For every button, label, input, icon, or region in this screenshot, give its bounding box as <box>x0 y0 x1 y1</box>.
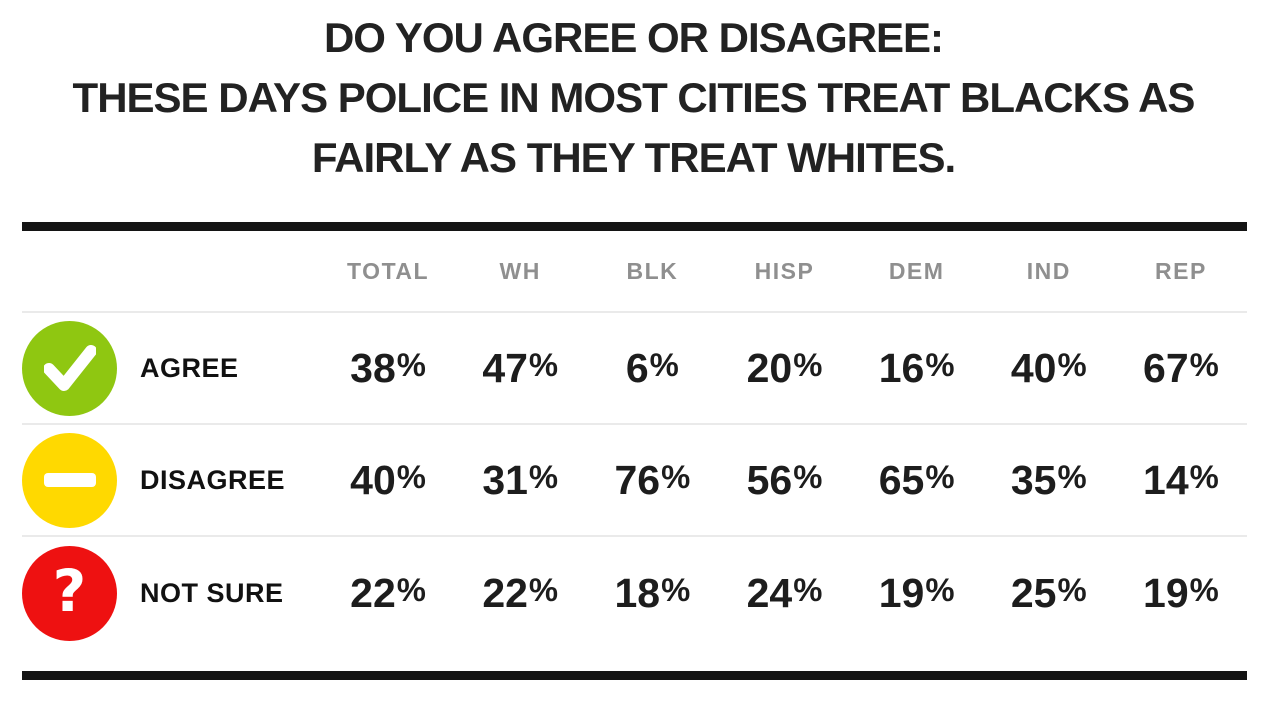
table-row-agree: AGREE 38% 47% 6% 20% 16% 40% 67% <box>22 313 1247 425</box>
percent-sign: % <box>1057 458 1087 496</box>
percent-sign: % <box>793 458 823 496</box>
value-cell: 18% <box>614 569 691 616</box>
row-label-cell: AGREE <box>22 320 322 416</box>
value-cell: 40% <box>1010 344 1087 391</box>
percent-sign: % <box>1057 346 1087 384</box>
percent-sign: % <box>661 571 691 609</box>
percent-sign: % <box>649 346 679 384</box>
value-cell: 56% <box>746 456 823 503</box>
stat-table: TOTAL WH BLK HISP DEM IND REP AGREE 38% … <box>22 222 1247 680</box>
row-label-cell: DISAGREE <box>22 432 322 528</box>
percent-sign: % <box>793 571 823 609</box>
row-label-cell: ? NOT SURE <box>22 545 322 641</box>
column-header-rep: REP <box>1155 257 1207 284</box>
percent-sign: % <box>925 346 955 384</box>
page-title: DO YOU AGREE OR DISAGREE: THESE DAYS POL… <box>0 8 1267 188</box>
percent-sign: % <box>1189 346 1219 384</box>
value-cell: 14% <box>1143 456 1219 503</box>
column-header-wh: WH <box>499 257 541 284</box>
top-rule-bar <box>22 222 1247 231</box>
row-label: NOT SURE <box>140 577 284 608</box>
value-cell: 67% <box>1143 344 1219 391</box>
value-cell: 35% <box>1010 456 1087 503</box>
value-cell: 22% <box>350 569 426 616</box>
value-cell: 40% <box>350 456 426 503</box>
value-cell: 22% <box>482 569 559 616</box>
value-cell: 38% <box>350 344 426 391</box>
percent-sign: % <box>793 346 823 384</box>
minus-icon <box>43 473 96 487</box>
value-cell: 47% <box>482 344 559 391</box>
value-cell: 20% <box>746 344 823 391</box>
percent-sign: % <box>925 458 955 496</box>
table-row-not-sure: ? NOT SURE 22% 22% 18% 24% 19% 25% 19% <box>22 537 1247 649</box>
column-header-dem: DEM <box>888 257 945 284</box>
page-title-line-2: THESE DAYS POLICE IN MOST CITIES TREAT B… <box>72 74 1196 121</box>
page-title-line-3: FAIRLY AS THEY TREAT WHITES. <box>311 134 956 181</box>
check-circle-icon <box>22 320 117 416</box>
bottom-rule-bar <box>22 671 1247 680</box>
table-row-disagree: DISAGREE 40% 31% 76% 56% 65% 35% 14% <box>22 425 1247 537</box>
value-cell: 19% <box>1143 569 1219 616</box>
question-mark-icon: ? <box>52 557 87 625</box>
row-label: DISAGREE <box>140 464 286 495</box>
percent-sign: % <box>396 571 426 609</box>
percent-sign: % <box>396 346 426 384</box>
column-header-hisp: HISP <box>754 257 815 284</box>
question-circle-icon: ? <box>22 545 117 641</box>
column-header-total: TOTAL <box>347 257 430 284</box>
percent-sign: % <box>528 458 559 496</box>
percent-sign: % <box>1057 571 1087 609</box>
percent-sign: % <box>396 458 426 496</box>
percent-sign: % <box>528 346 559 384</box>
value-cell: 31% <box>482 456 559 503</box>
value-cell: 19% <box>878 569 955 616</box>
value-cell: 76% <box>614 456 691 503</box>
row-label: AGREE <box>140 352 239 383</box>
page-title-line-1: DO YOU AGREE OR DISAGREE: <box>323 14 944 61</box>
minus-circle-icon <box>22 432 117 528</box>
percent-sign: % <box>528 571 559 609</box>
percent-sign: % <box>1189 571 1219 609</box>
value-cell: 65% <box>878 456 955 503</box>
percent-sign: % <box>925 571 955 609</box>
percent-sign: % <box>1189 458 1219 496</box>
checkmark-icon <box>43 345 96 391</box>
column-header-blk: BLK <box>626 257 679 284</box>
value-cell: 16% <box>878 344 955 391</box>
value-cell: 24% <box>746 569 823 616</box>
value-cell: 25% <box>1010 569 1087 616</box>
table-header-row: TOTAL WH BLK HISP DEM IND REP <box>22 231 1247 313</box>
bottom-spacer <box>22 649 1247 671</box>
percent-sign: % <box>661 458 691 496</box>
column-header-ind: IND <box>1026 257 1071 284</box>
value-cell: 6% <box>625 344 679 391</box>
